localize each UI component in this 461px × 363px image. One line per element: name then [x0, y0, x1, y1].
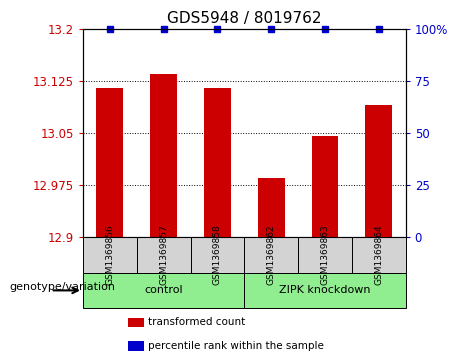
Text: GSM1369863: GSM1369863: [320, 224, 330, 285]
FancyBboxPatch shape: [190, 237, 244, 273]
Text: transformed count: transformed count: [148, 318, 245, 327]
FancyBboxPatch shape: [244, 237, 298, 273]
Text: genotype/variation: genotype/variation: [9, 282, 115, 292]
FancyBboxPatch shape: [137, 237, 190, 273]
Text: GSM1369862: GSM1369862: [267, 224, 276, 285]
Text: GSM1369864: GSM1369864: [374, 224, 383, 285]
Bar: [204, 88, 231, 237]
FancyBboxPatch shape: [298, 237, 352, 273]
Text: GSM1369857: GSM1369857: [159, 224, 168, 285]
Text: GSM1369856: GSM1369856: [106, 224, 114, 285]
Bar: [258, 178, 284, 237]
Text: GSM1369858: GSM1369858: [213, 224, 222, 285]
Bar: [365, 105, 392, 237]
Bar: [150, 74, 177, 237]
Text: ZIPK knockdown: ZIPK knockdown: [279, 285, 371, 295]
Title: GDS5948 / 8019762: GDS5948 / 8019762: [167, 12, 322, 26]
FancyBboxPatch shape: [244, 273, 406, 308]
FancyBboxPatch shape: [352, 237, 406, 273]
Text: percentile rank within the sample: percentile rank within the sample: [148, 341, 324, 351]
Bar: [96, 88, 123, 237]
FancyBboxPatch shape: [83, 237, 137, 273]
Bar: [128, 342, 144, 351]
FancyBboxPatch shape: [83, 273, 244, 308]
Bar: [312, 136, 338, 237]
Text: control: control: [144, 285, 183, 295]
Bar: [128, 318, 144, 327]
